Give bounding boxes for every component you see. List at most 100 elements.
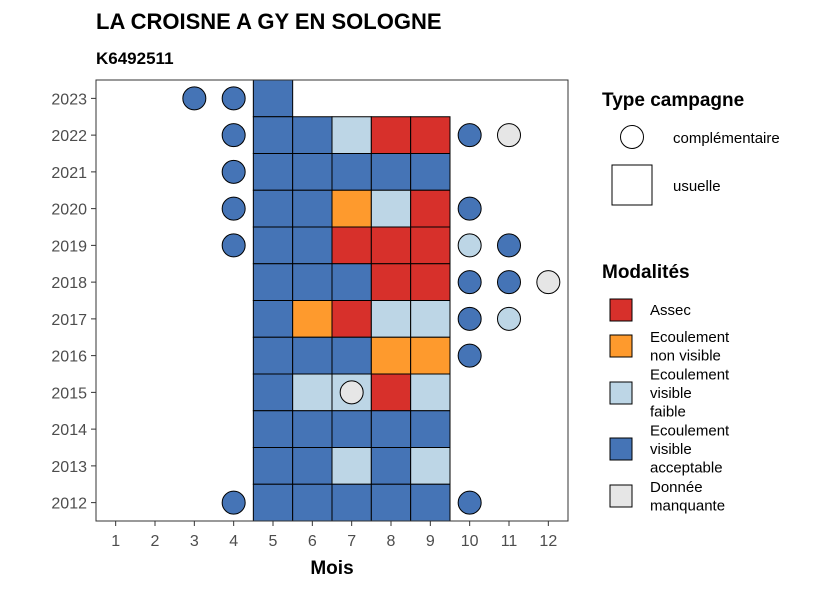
cell-2017-6 — [292, 300, 333, 338]
y-tick-label-2017: 2017 — [51, 312, 87, 329]
cell-2022-6 — [292, 116, 333, 154]
point-2020-10 — [457, 196, 482, 221]
legend-label-ecoulement-visible-faible-3: faible — [650, 404, 686, 421]
legend-label-donn-e-manquante-1: Donnée — [650, 479, 703, 496]
cell-2014-8 — [370, 410, 412, 448]
point-2018-12 — [536, 270, 561, 295]
cell-2012-6 — [292, 483, 333, 522]
point-2021-4 — [221, 159, 246, 184]
plot-border — [95, 79, 569, 522]
legend-label-ecoulement-non-visible-2: non visible — [650, 347, 721, 364]
y-tick-label-2022: 2022 — [51, 128, 87, 145]
cell-2014-6 — [292, 410, 333, 448]
cell-2021-5 — [252, 153, 294, 191]
cell-2016-8 — [370, 336, 412, 375]
cell-2017-9 — [410, 300, 451, 338]
cell-2015-8 — [370, 373, 412, 412]
cell-2022-8 — [370, 116, 412, 154]
cell-2018-6 — [292, 263, 333, 301]
legend-label-ecoulement-visible-faible-1: Ecoulement — [650, 367, 730, 384]
cell-2020-5 — [252, 189, 294, 228]
point-2018-10 — [457, 270, 482, 295]
cell-2019-8 — [370, 226, 412, 265]
point-2012-10 — [457, 490, 482, 515]
cell-2019-7 — [331, 226, 372, 265]
x-tick-label-6: 6 — [308, 533, 317, 550]
cell-2020-6 — [292, 189, 333, 228]
cell-2022-7 — [331, 116, 372, 154]
cell-2013-6 — [292, 447, 333, 485]
cell-2016-7 — [331, 336, 372, 375]
cell-2020-7 — [331, 189, 372, 228]
cell-2012-9 — [410, 483, 451, 522]
legend-key-ecoulement-non-visible — [609, 334, 633, 358]
point-2018-11 — [497, 270, 521, 295]
point-2016-10 — [457, 343, 482, 368]
point-2023-3 — [182, 86, 207, 111]
cell-2019-6 — [292, 226, 333, 265]
cell-2018-9 — [410, 263, 451, 301]
cell-2019-9 — [410, 226, 451, 265]
x-tick-label-4: 4 — [229, 533, 238, 550]
cell-2023-5 — [252, 79, 294, 118]
y-tick-label-2016: 2016 — [51, 349, 87, 366]
point-2023-4 — [221, 86, 246, 111]
y-tick-label-2018: 2018 — [51, 275, 87, 292]
cell-2015-9 — [410, 373, 451, 412]
y-tick-label-2013: 2013 — [51, 459, 87, 476]
point-2020-4 — [221, 196, 246, 221]
cell-2012-8 — [370, 483, 412, 522]
x-tick-label-5: 5 — [269, 533, 278, 550]
cell-2012-5 — [252, 483, 294, 522]
chart-subtitle: K6492511 — [96, 49, 174, 68]
legend-type-title: Type campagne — [602, 90, 744, 111]
cell-2013-8 — [370, 447, 412, 485]
cells-layer — [252, 79, 451, 522]
point-2019-11 — [497, 233, 521, 258]
legend-key-complementaire — [620, 125, 644, 149]
cell-2019-5 — [252, 226, 294, 265]
cell-2013-9 — [410, 447, 451, 485]
legend-label-usuelle: usuelle — [673, 178, 721, 195]
point-2017-11 — [497, 306, 521, 331]
cell-2013-7 — [331, 447, 372, 485]
x-tick-label-11: 11 — [501, 533, 518, 550]
point-2022-11 — [497, 123, 521, 148]
x-tick-label-7: 7 — [347, 533, 356, 550]
x-tick-label-9: 9 — [426, 533, 435, 550]
cell-2013-5 — [252, 447, 294, 485]
y-tick-label-2012: 2012 — [51, 496, 87, 513]
cell-2021-6 — [292, 153, 333, 191]
x-tick-label-10: 10 — [461, 533, 479, 550]
x-axis-title: Mois — [310, 558, 353, 579]
legend-key-usuelle — [611, 164, 653, 206]
cell-2014-7 — [331, 410, 372, 448]
point-2019-10 — [457, 233, 482, 258]
legend-label-ecoulement-visible-acceptable-3: acceptable — [650, 460, 723, 477]
cell-2018-8 — [370, 263, 412, 301]
cell-2021-9 — [410, 153, 451, 191]
legend-label-assec-1: Assec — [650, 302, 691, 319]
point-2017-10 — [457, 306, 482, 331]
point-2022-4 — [221, 123, 246, 148]
cell-2016-6 — [292, 336, 333, 375]
legend-key-assec — [609, 298, 633, 322]
legend-key-ecoulement-visible-faible — [609, 381, 633, 405]
y-tick-label-2020: 2020 — [51, 202, 87, 219]
points-layer — [182, 86, 561, 515]
x-tick-label-2: 2 — [151, 533, 160, 550]
cell-2018-7 — [331, 263, 372, 301]
x-tick-label-12: 12 — [539, 533, 557, 550]
legend-label-ecoulement-visible-faible-2: visible — [650, 385, 692, 402]
cell-2017-8 — [370, 300, 412, 338]
x-tick-label-8: 8 — [387, 533, 396, 550]
cell-2017-5 — [252, 300, 294, 338]
cell-2015-6 — [292, 373, 333, 412]
cell-2014-5 — [252, 410, 294, 448]
cell-2021-7 — [331, 153, 372, 191]
cell-2012-7 — [331, 483, 372, 522]
cell-2018-5 — [252, 263, 294, 301]
legend-label-donn-e-manquante-2: manquante — [650, 497, 725, 514]
legend-modalites-title: Modalités — [602, 262, 690, 283]
cell-2022-9 — [410, 116, 451, 154]
